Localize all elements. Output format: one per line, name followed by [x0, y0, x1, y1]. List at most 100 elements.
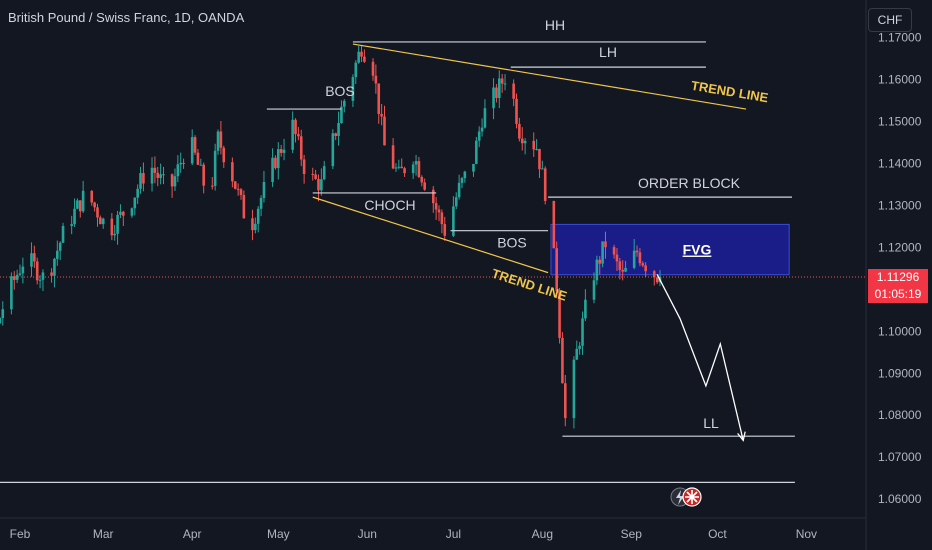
candle-body [231, 162, 234, 182]
candle-body [340, 106, 343, 124]
candle-body [233, 181, 237, 189]
y-tick-label: 1.14000 [878, 157, 922, 171]
candle-body [58, 242, 62, 251]
y-tick-label: 1.08000 [878, 408, 922, 422]
annotation-label: LH [599, 44, 617, 60]
candle-body [644, 265, 647, 272]
candle-body [179, 162, 183, 165]
candle-body [612, 247, 616, 255]
candle-body [15, 274, 19, 280]
candle-body [463, 171, 467, 179]
candle-body [116, 214, 119, 234]
candle-body [543, 168, 547, 201]
candle-body [139, 173, 142, 189]
candle-body [101, 218, 105, 225]
candle-body [190, 137, 194, 164]
candle-body [578, 345, 581, 349]
candle-body [423, 182, 426, 190]
candle-body [414, 161, 418, 165]
candle-body [351, 77, 355, 101]
x-tick-label: Feb [10, 527, 31, 541]
candle-body [592, 280, 596, 300]
candle-body [411, 164, 415, 174]
candle-body [357, 51, 360, 63]
candle-body [130, 208, 134, 216]
x-tick-label: Jun [358, 527, 377, 541]
candle-body [403, 168, 406, 174]
candle-body [78, 200, 82, 212]
candle-body [635, 250, 639, 253]
candle-body [136, 188, 139, 198]
candle-body [475, 140, 478, 164]
candle-body [641, 263, 645, 266]
candle-body [182, 162, 185, 164]
trend-line [312, 196, 549, 274]
candle-body [638, 252, 642, 264]
symbol-title: British Pound / Swiss Franc, 1D, OANDA [8, 10, 245, 25]
lightning-glyph-icon [676, 490, 684, 505]
y-tick-label: 1.13000 [878, 199, 922, 213]
y-tick-label: 1.09000 [878, 366, 922, 380]
candle-body [541, 168, 544, 170]
candle-body [99, 217, 102, 225]
candle-body [595, 259, 599, 281]
candle-body [81, 190, 85, 212]
currency-selector-button[interactable]: CHF [868, 8, 912, 32]
candle-body [239, 189, 243, 196]
candle-body [383, 116, 386, 146]
candle-body [202, 164, 205, 186]
candle-body [477, 131, 481, 141]
candle-body [262, 182, 266, 198]
candle-body [354, 62, 358, 78]
candle-body [251, 218, 254, 231]
candle-body [142, 173, 145, 184]
candle-body [400, 166, 404, 169]
candle-body [615, 254, 619, 262]
candle-body [394, 167, 398, 169]
candle-body [495, 87, 498, 98]
candle-body [604, 241, 607, 248]
candle-body [437, 209, 441, 213]
projection-path [656, 274, 744, 441]
annotation-label: LL [703, 415, 719, 431]
candle-body [282, 149, 286, 153]
candle-body [380, 113, 383, 117]
x-tick-label: Apr [183, 527, 202, 541]
candle-body [538, 148, 541, 170]
candle-body [119, 211, 122, 215]
candle-body [70, 224, 73, 226]
candle-body [598, 259, 602, 264]
uk-flag-cross-icon [685, 490, 699, 504]
last-price-tag: 1.11296 01:05:19 [868, 269, 928, 303]
candle-body [30, 253, 33, 267]
x-tick-label: Jul [446, 527, 461, 541]
candle-body [572, 359, 576, 419]
y-tick-label: 1.10000 [878, 324, 922, 338]
candle-body [133, 197, 137, 209]
candle-body [497, 78, 501, 98]
candle-body [601, 241, 604, 264]
candle-body [561, 337, 564, 384]
candle-body [314, 174, 317, 179]
annotation-label: CHOCH [364, 197, 415, 213]
candle-body [371, 61, 375, 76]
candle-body [259, 197, 263, 209]
y-tick-label: 1.06000 [878, 492, 922, 506]
candle-body [434, 203, 438, 210]
candle-body [176, 164, 180, 177]
candle-body [0, 318, 2, 324]
candle-body [35, 261, 39, 281]
candle-body [96, 207, 99, 218]
candle-body [216, 131, 220, 151]
y-tick-label: 1.12000 [878, 240, 922, 254]
candle-body [302, 159, 306, 174]
candle-body [334, 133, 337, 136]
candle-body [443, 224, 447, 236]
candle-body [337, 123, 340, 136]
candle-body [454, 197, 458, 207]
candle-body [170, 174, 174, 187]
candle-body [222, 147, 226, 163]
candle-body [624, 267, 627, 272]
candle-body [219, 131, 223, 148]
